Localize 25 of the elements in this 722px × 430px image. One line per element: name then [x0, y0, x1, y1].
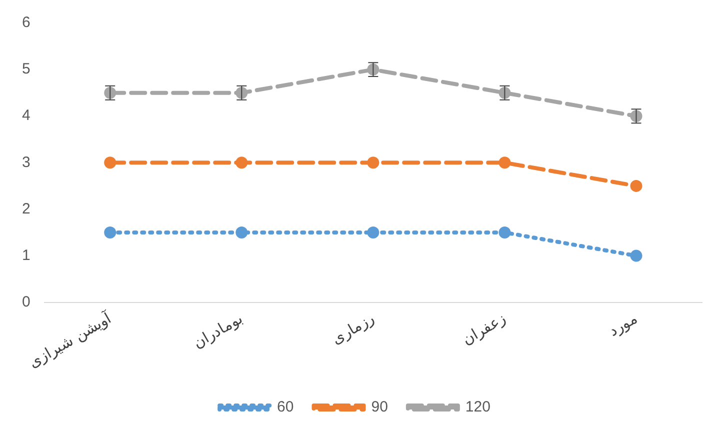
point — [104, 226, 116, 238]
point — [630, 180, 642, 192]
point — [367, 226, 380, 238]
x-tick-label: رزماری — [328, 310, 378, 348]
point — [498, 156, 511, 169]
legend-label: 120 — [465, 398, 490, 416]
legend-label: 60 — [277, 398, 294, 416]
x-tick-label: بومادران — [190, 310, 246, 352]
y-tick-label: 3 — [22, 154, 30, 171]
point — [236, 226, 248, 238]
y-tick-label: 1 — [22, 246, 30, 264]
y-tick-label: 4 — [22, 107, 30, 124]
x-tick-label: آویشن شیرازی — [25, 309, 116, 372]
y-tick-label: 0 — [22, 293, 30, 310]
y-tick-label: 2 — [22, 200, 30, 218]
point — [630, 250, 642, 262]
x-tick-label: مورد — [606, 310, 640, 340]
legend-label: 90 — [371, 398, 388, 416]
point — [367, 156, 380, 169]
point — [498, 226, 511, 238]
point — [104, 156, 116, 169]
point — [236, 156, 248, 169]
y-tick-label: 5 — [22, 60, 30, 78]
y-tick-label: 6 — [22, 14, 30, 32]
x-tick-label: زعفران — [460, 310, 509, 349]
